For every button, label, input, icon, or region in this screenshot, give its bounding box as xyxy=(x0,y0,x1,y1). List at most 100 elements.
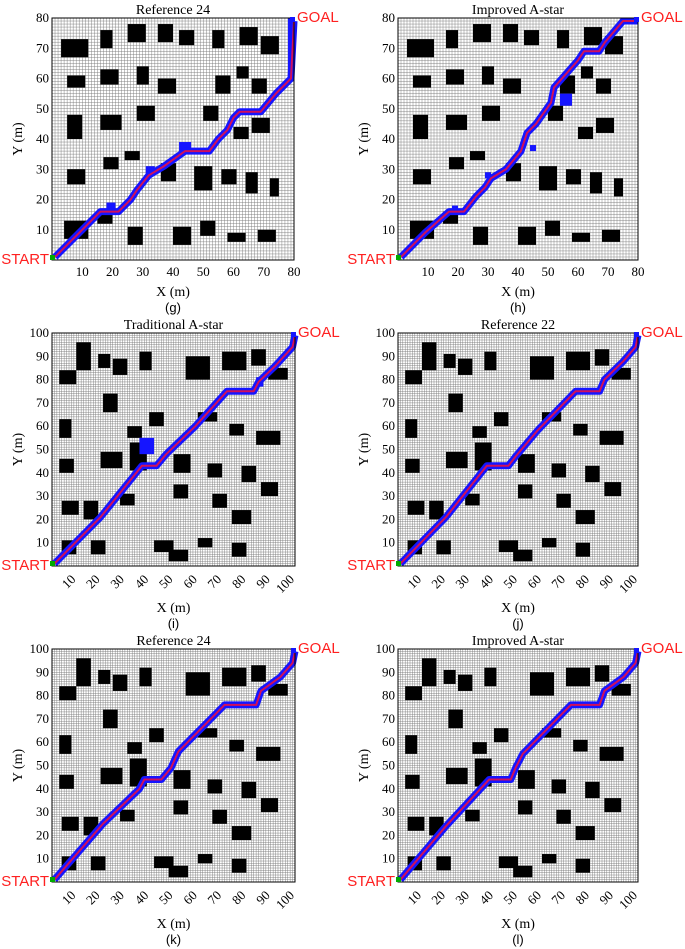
y-tick-label: 50 xyxy=(382,758,395,773)
obstacle xyxy=(405,735,418,754)
y-tick-label: 70 xyxy=(382,395,395,410)
y-tick-label: 70 xyxy=(382,711,395,726)
obstacle xyxy=(236,66,249,79)
x-tick-label: 100 xyxy=(616,572,640,596)
y-tick-label: 30 xyxy=(382,488,395,503)
start-marker xyxy=(50,561,55,566)
obstacle xyxy=(465,493,480,506)
obstacle xyxy=(256,746,281,761)
y-tick-label: 80 xyxy=(382,688,395,703)
obstacle xyxy=(139,351,152,371)
obstacle xyxy=(611,683,631,696)
obstacle xyxy=(227,232,246,242)
obstacle xyxy=(446,69,464,85)
obstacle xyxy=(449,157,464,170)
obstacles xyxy=(61,24,279,245)
obstacle xyxy=(185,356,210,380)
obstacle xyxy=(446,451,468,469)
y-tick-label: 90 xyxy=(382,348,395,363)
x-tick-label: 90 xyxy=(253,572,273,592)
panel-title: Improved A-star xyxy=(472,3,564,18)
obstacle xyxy=(578,126,593,139)
obstacle xyxy=(268,367,288,380)
y-tick-label: 10 xyxy=(382,535,395,550)
y-tick-label: 40 xyxy=(36,465,49,480)
obstacles xyxy=(405,342,631,562)
obstacle xyxy=(207,463,223,478)
obstacle xyxy=(136,105,155,121)
obstacle xyxy=(494,412,509,427)
x-tick-label: 80 xyxy=(229,888,249,908)
x-tick-label: 50 xyxy=(156,572,176,592)
obstacle xyxy=(482,66,494,85)
obstacle xyxy=(448,709,463,729)
obstacle xyxy=(76,658,91,687)
obstacle xyxy=(222,667,247,687)
x-tick-label: 60 xyxy=(524,888,544,908)
y-tick-label: 50 xyxy=(36,101,49,116)
x-tick-label: 60 xyxy=(227,264,240,279)
goal-marker xyxy=(634,332,639,337)
obstacle xyxy=(212,493,227,508)
obstacle xyxy=(405,419,418,438)
panel-title: Reference 24 xyxy=(136,3,210,18)
y-tick-label: 30 xyxy=(382,161,395,176)
obstacle xyxy=(100,69,119,85)
obstacle xyxy=(59,419,72,438)
obstacle xyxy=(256,430,281,445)
obstacle xyxy=(611,367,631,380)
obstacle xyxy=(173,454,191,473)
obstacle xyxy=(518,454,535,473)
y-tick-label: 50 xyxy=(36,758,49,773)
obstacle xyxy=(566,169,581,185)
start-label: START xyxy=(1,557,49,574)
obstacle xyxy=(407,816,425,831)
x-tick-label: 10 xyxy=(422,264,435,279)
obstacle xyxy=(407,39,434,58)
obstacle xyxy=(100,767,123,785)
y-tick-label: 80 xyxy=(36,10,49,25)
obstacle xyxy=(136,66,149,85)
x-axis-label: X (m) xyxy=(156,285,190,300)
x-tick-label: 20 xyxy=(83,888,103,908)
obstacle xyxy=(472,426,487,438)
x-axis-label: X (m) xyxy=(157,601,191,616)
y-tick-label: 70 xyxy=(36,395,49,410)
panel-title: Traditional A-star xyxy=(124,318,224,333)
planned-path xyxy=(53,651,296,881)
obstacle xyxy=(518,484,533,499)
obstacle xyxy=(59,774,74,789)
obstacle xyxy=(173,484,189,499)
search-region xyxy=(179,142,192,152)
obstacle xyxy=(103,157,119,170)
obstacle xyxy=(585,465,600,483)
obstacle xyxy=(197,854,213,864)
obstacle xyxy=(473,226,488,245)
obstacle xyxy=(542,854,557,864)
obstacle xyxy=(90,856,106,871)
y-tick-label: 80 xyxy=(36,688,49,703)
x-tick-label: 90 xyxy=(596,572,616,592)
obstacle xyxy=(127,226,143,245)
search-region xyxy=(560,93,572,106)
y-tick-label: 20 xyxy=(36,511,49,526)
obstacle xyxy=(503,24,518,43)
obstacle xyxy=(581,66,593,79)
obstacle xyxy=(443,669,456,684)
obstacle xyxy=(498,540,518,553)
obstacle xyxy=(590,172,602,194)
obstacle xyxy=(524,30,539,46)
obstacle xyxy=(154,856,174,869)
x-tick-label: 70 xyxy=(204,888,224,908)
obstacle xyxy=(413,114,428,139)
obstacle xyxy=(575,858,590,873)
x-tick-label: 60 xyxy=(524,572,544,592)
obstacle xyxy=(200,220,216,236)
obstacle xyxy=(575,542,590,557)
obstacle xyxy=(207,779,223,794)
obstacle xyxy=(59,686,77,701)
obstacle xyxy=(233,126,249,139)
obstacle xyxy=(518,770,535,789)
obstacle xyxy=(446,114,467,130)
